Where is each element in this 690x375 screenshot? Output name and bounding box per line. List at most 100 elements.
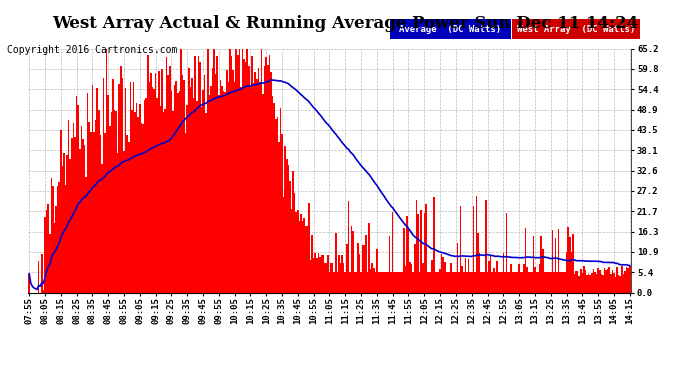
Bar xyxy=(204,75,206,292)
Bar xyxy=(466,272,468,292)
Bar xyxy=(577,271,578,292)
Bar xyxy=(327,255,328,292)
Bar xyxy=(539,264,540,292)
Bar xyxy=(97,88,98,292)
Bar xyxy=(626,267,627,292)
Bar xyxy=(59,182,60,292)
Bar xyxy=(221,86,223,292)
Bar xyxy=(65,185,66,292)
Bar xyxy=(141,123,142,292)
Bar xyxy=(348,201,349,292)
Bar xyxy=(215,74,217,292)
Bar xyxy=(273,104,275,292)
Bar xyxy=(270,72,272,292)
Bar xyxy=(501,272,502,292)
Bar xyxy=(75,137,76,292)
Bar xyxy=(38,261,39,292)
Bar xyxy=(228,82,229,292)
Bar xyxy=(533,236,534,292)
Bar xyxy=(428,272,430,292)
Bar xyxy=(169,66,170,292)
Bar xyxy=(193,98,195,292)
Bar xyxy=(54,224,55,292)
Bar xyxy=(95,120,97,292)
Bar xyxy=(294,193,295,292)
Bar xyxy=(248,66,250,292)
Bar xyxy=(322,255,324,292)
Bar xyxy=(283,197,284,292)
Bar xyxy=(571,252,572,292)
Bar xyxy=(558,229,560,292)
Bar xyxy=(366,272,368,292)
Bar xyxy=(223,91,224,292)
Bar xyxy=(440,269,441,292)
Bar xyxy=(272,96,273,292)
Bar xyxy=(195,56,196,292)
Bar xyxy=(572,234,573,292)
Bar xyxy=(468,259,469,292)
Bar xyxy=(224,92,226,292)
Bar xyxy=(444,262,446,292)
Bar xyxy=(575,271,577,292)
Bar xyxy=(460,207,462,292)
Bar xyxy=(117,153,119,292)
Text: Average  (DC Watts): Average (DC Watts) xyxy=(399,25,502,34)
Bar xyxy=(310,260,311,292)
Bar xyxy=(277,117,278,292)
Bar xyxy=(331,262,332,292)
Bar xyxy=(627,268,629,292)
Bar xyxy=(424,213,425,292)
Bar xyxy=(463,272,464,292)
Bar xyxy=(61,166,63,292)
Bar xyxy=(264,66,266,292)
Bar xyxy=(212,68,213,292)
Bar xyxy=(88,122,90,292)
Bar xyxy=(206,113,207,292)
Bar xyxy=(282,134,283,292)
Bar xyxy=(415,200,417,292)
Bar xyxy=(180,49,181,292)
Bar xyxy=(52,186,54,292)
Bar xyxy=(163,112,164,292)
Bar xyxy=(316,258,317,292)
Bar xyxy=(137,117,139,292)
Bar xyxy=(502,254,504,292)
Bar xyxy=(295,212,297,292)
Bar xyxy=(518,264,520,292)
Bar xyxy=(471,272,473,292)
Bar xyxy=(315,254,316,292)
Bar xyxy=(261,49,262,292)
Bar xyxy=(386,272,387,292)
Bar xyxy=(493,268,495,292)
Bar xyxy=(190,87,191,292)
Bar xyxy=(286,159,288,292)
Text: West Array Actual & Running Average Power Sun Dec 11 14:24: West Array Actual & Running Average Powe… xyxy=(52,15,638,32)
Bar xyxy=(497,272,500,292)
Bar xyxy=(413,272,414,292)
Bar xyxy=(370,270,371,292)
Bar xyxy=(311,235,313,292)
Bar xyxy=(602,275,604,292)
Bar xyxy=(392,212,393,292)
Bar xyxy=(599,270,600,292)
Bar xyxy=(620,276,621,292)
Bar xyxy=(332,262,333,292)
Bar xyxy=(90,132,92,292)
Bar xyxy=(184,80,185,292)
Bar xyxy=(447,272,448,292)
Bar xyxy=(613,273,615,292)
Bar xyxy=(233,70,234,292)
Bar xyxy=(144,100,146,292)
Bar xyxy=(152,87,153,292)
Bar xyxy=(46,210,48,292)
Bar xyxy=(218,95,219,292)
Bar xyxy=(567,227,569,292)
Bar xyxy=(551,230,553,292)
Bar xyxy=(376,249,377,292)
Bar xyxy=(600,274,602,292)
Bar xyxy=(87,93,88,292)
Bar xyxy=(560,272,561,292)
Bar xyxy=(362,245,364,292)
Bar xyxy=(70,159,71,292)
Bar xyxy=(290,210,293,292)
